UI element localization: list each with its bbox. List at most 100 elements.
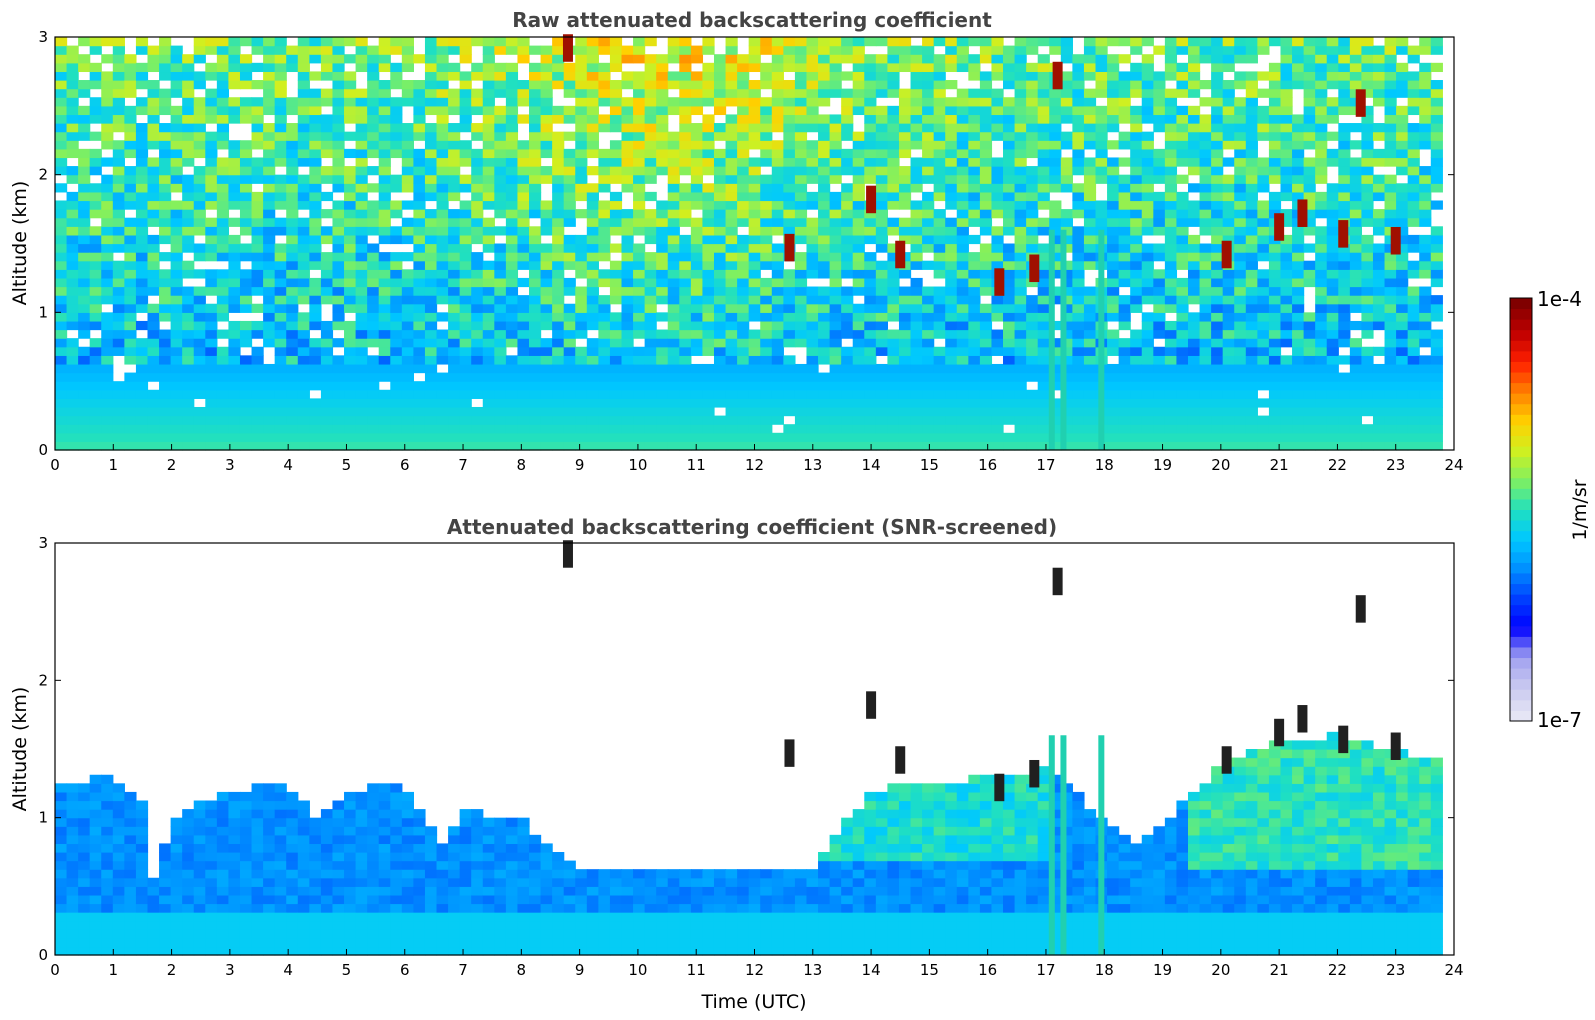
heatmap-cell: [112, 398, 125, 408]
heatmap-cell: [286, 105, 299, 116]
heatmap-cell: [89, 148, 102, 159]
heatmap-cell: [794, 62, 808, 73]
heatmap-cell: [459, 424, 472, 434]
heatmap-cell: [979, 432, 993, 442]
heatmap-cell: [1303, 88, 1316, 98]
heatmap-cell: [78, 37, 91, 47]
heatmap-cell: [586, 346, 599, 356]
heatmap-cell: [1083, 432, 1097, 442]
heatmap-cell: [182, 415, 195, 425]
heatmap-cell: [263, 80, 276, 90]
heatmap-cell: [55, 398, 68, 408]
heatmap-cell: [1187, 200, 1201, 210]
heatmap-cell: [239, 148, 253, 159]
heatmap-cell: [66, 234, 79, 245]
heatmap-cell: [841, 234, 854, 245]
heatmap-cell: [1026, 346, 1039, 356]
heatmap-cell: [274, 226, 287, 236]
heatmap-cell: [239, 303, 253, 313]
heatmap-cell: [424, 312, 438, 322]
heatmap-cell: [690, 346, 704, 356]
heatmap-cell: [1072, 114, 1085, 124]
heatmap-cell: [933, 363, 946, 374]
heatmap-cell: [205, 71, 218, 81]
heatmap-cell: [1234, 398, 1247, 408]
heatmap-cell: [690, 424, 704, 434]
heatmap-cell: [1083, 226, 1097, 236]
heatmap-cell: [1003, 338, 1016, 348]
heatmap-cell: [829, 381, 842, 391]
heatmap-cell: [725, 277, 738, 288]
heatmap-cell: [979, 363, 993, 374]
heatmap-cell: [1349, 166, 1363, 176]
heatmap-cell: [390, 105, 403, 116]
heatmap-cell: [633, 105, 646, 116]
heatmap-cell: [286, 441, 299, 451]
heatmap-cell: [297, 243, 310, 253]
heatmap-cell: [286, 303, 299, 313]
heatmap-cell: [922, 209, 935, 219]
heatmap-cell: [598, 71, 611, 81]
heatmap-cell: [748, 372, 761, 382]
heatmap-cell: [170, 381, 183, 391]
heatmap-cell: [355, 209, 368, 219]
heatmap-cell: [575, 243, 588, 253]
heatmap-cell: [78, 80, 91, 90]
heatmap-cell: [251, 252, 264, 262]
heatmap-cell: [887, 37, 900, 47]
heatmap-cell: [1026, 105, 1039, 116]
heatmap-cell: [193, 45, 206, 55]
heatmap-cell: [1187, 252, 1201, 262]
heatmap-cell: [482, 338, 495, 348]
heatmap-cell: [320, 269, 334, 279]
heatmap-cell: [679, 217, 692, 227]
heatmap-cell: [1187, 372, 1201, 382]
heatmap-cell: [494, 441, 507, 451]
heatmap-cell: [413, 424, 426, 434]
heatmap-cell: [1107, 363, 1120, 374]
heatmap-cell: [1361, 200, 1374, 210]
heatmap-cell: [563, 277, 576, 288]
heatmap-cell: [274, 338, 287, 348]
heatmap-cell: [205, 406, 218, 417]
heatmap-cell: [1268, 346, 1282, 356]
heatmap-cell: [1268, 389, 1282, 399]
heatmap-cell: [818, 398, 831, 408]
heatmap-cell: [1141, 381, 1154, 391]
heatmap-cell: [459, 260, 472, 270]
heatmap-cell: [1292, 174, 1305, 184]
heatmap-cell: [297, 217, 310, 227]
heatmap-cell: [1326, 200, 1339, 210]
heatmap-cell: [1222, 131, 1235, 141]
heatmap-cell: [89, 183, 102, 193]
heatmap-cell: [424, 54, 438, 64]
heatmap-cell: [390, 277, 403, 288]
heatmap-cell: [552, 338, 565, 348]
heatmap-cell: [575, 131, 588, 141]
heatmap-cell: [656, 200, 669, 210]
heatmap-cell: [378, 226, 391, 236]
heatmap-cell: [679, 415, 692, 425]
heatmap-cell: [1315, 415, 1328, 425]
heatmap-cell: [898, 37, 912, 47]
heatmap-cell: [887, 243, 900, 253]
heatmap-cell: [355, 123, 368, 133]
heatmap-cell: [413, 105, 426, 116]
heatmap-cell: [829, 45, 842, 55]
heatmap-cell: [1141, 432, 1154, 442]
heatmap-cell: [656, 217, 669, 227]
heatmap-cell: [679, 398, 692, 408]
heatmap-cell: [540, 97, 553, 107]
heatmap-cell: [1037, 441, 1050, 451]
heatmap-cell: [55, 406, 68, 417]
heatmap-cell: [1315, 200, 1328, 210]
heatmap-cell: [679, 105, 692, 116]
heatmap-cell: [690, 45, 704, 55]
heatmap-cell: [552, 157, 565, 167]
heatmap-cell: [1234, 277, 1247, 288]
heatmap-cell: [263, 191, 276, 202]
heatmap-cell: [494, 286, 507, 296]
heatmap-cell: [1003, 355, 1016, 365]
heatmap-cell: [644, 441, 657, 451]
heatmap-cell: [332, 389, 345, 399]
